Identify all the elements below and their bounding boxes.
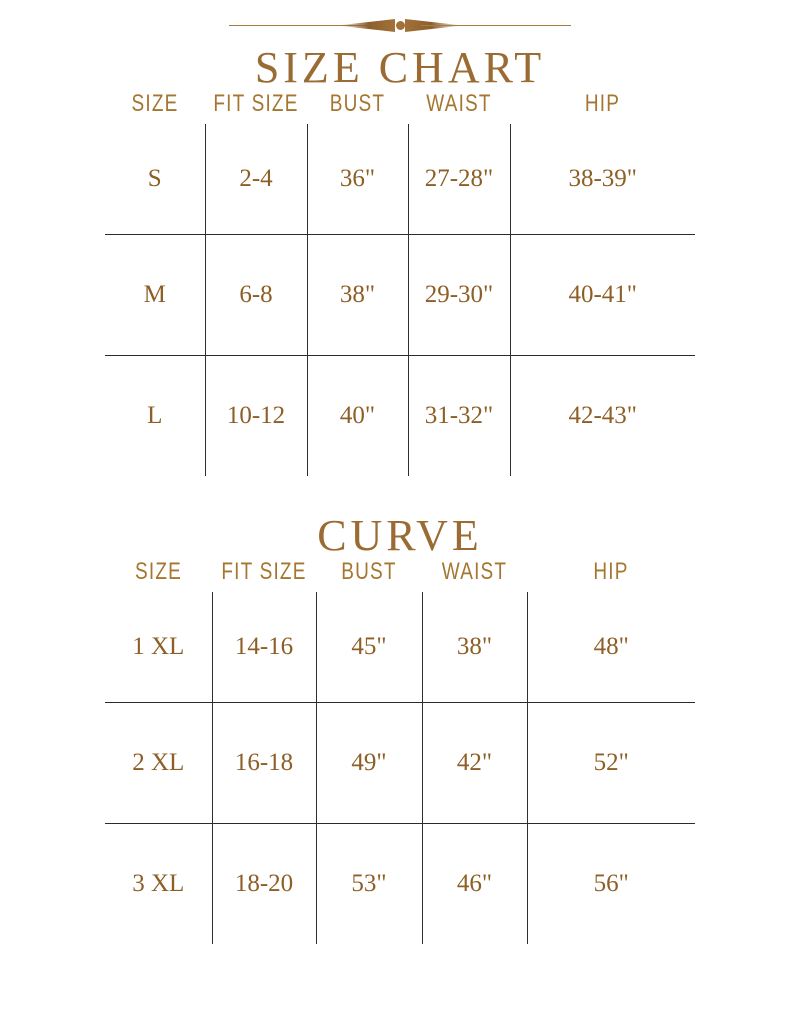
ornament-rule-left bbox=[229, 25, 379, 27]
cell-hip: 38-39" bbox=[509, 124, 695, 235]
cell-fit-size: 18-20 bbox=[211, 823, 316, 944]
cell-hip: 48" bbox=[526, 592, 695, 703]
table-row: L 10-12 40" 31-32" 42-43" bbox=[105, 355, 695, 476]
table-row: 2 XL 16-18 49" 42" 52" bbox=[105, 702, 695, 824]
cell-bust: 49" bbox=[315, 702, 422, 824]
cell-bust: 45" bbox=[315, 592, 422, 703]
column-header-waist: WAIST bbox=[441, 558, 508, 585]
curve-title: CURVE bbox=[317, 511, 483, 560]
cell-size: 2 XL bbox=[105, 702, 212, 824]
column-header-hip: HIP bbox=[593, 558, 629, 585]
ornament-rule-right bbox=[421, 25, 571, 27]
column-header-fit-size: FIT SIZE bbox=[213, 90, 299, 117]
column-header-waist: WAIST bbox=[426, 90, 492, 117]
cell-bust: 53" bbox=[315, 823, 422, 944]
curve-table: SIZE FIT SIZE BUST WAIST HIP 1 XL 14-16 … bbox=[105, 558, 695, 944]
cell-size: 3 XL bbox=[105, 823, 212, 944]
cell-hip: 52" bbox=[526, 702, 695, 824]
cell-bust: 38" bbox=[306, 234, 408, 356]
column-header-size: SIZE bbox=[134, 558, 183, 585]
cell-bust: 40" bbox=[306, 355, 408, 476]
cell-waist: 31-32" bbox=[407, 355, 510, 476]
cell-waist: 29-30" bbox=[407, 234, 510, 356]
cell-fit-size: 6-8 bbox=[204, 234, 307, 356]
cell-fit-size: 16-18 bbox=[211, 702, 316, 824]
cell-hip: 42-43" bbox=[509, 355, 695, 476]
cell-size: L bbox=[105, 355, 205, 476]
table-row: S 2-4 36" 27-28" 38-39" bbox=[105, 124, 695, 235]
cell-hip: 40-41" bbox=[509, 234, 695, 356]
cell-hip: 56" bbox=[526, 823, 695, 944]
cell-fit-size: 10-12 bbox=[204, 355, 307, 476]
table-row: 3 XL 18-20 53" 46" 56" bbox=[105, 823, 695, 944]
section-spacer bbox=[0, 476, 800, 514]
cell-fit-size: 14-16 bbox=[211, 592, 316, 703]
cell-fit-size: 2-4 bbox=[204, 124, 307, 235]
size-chart-page: SIZE CHART SIZE FIT SIZE BUST WAIST HIP … bbox=[0, 14, 800, 1014]
curve-table-block: SIZE FIT SIZE BUST WAIST HIP 1 XL 14-16 … bbox=[105, 558, 695, 944]
column-header-size: SIZE bbox=[131, 90, 179, 117]
size-chart-title: SIZE CHART bbox=[254, 43, 546, 92]
decorative-divider-ornament bbox=[229, 14, 571, 38]
cell-waist: 42" bbox=[421, 702, 527, 824]
column-header-bust: BUST bbox=[329, 90, 386, 117]
cell-waist: 46" bbox=[421, 823, 527, 944]
table-row: 1 XL 14-16 45" 38" 48" bbox=[105, 592, 695, 703]
table-header-row: SIZE FIT SIZE BUST WAIST HIP bbox=[105, 90, 695, 124]
cell-size: S bbox=[147, 165, 162, 192]
cell-bust: 36" bbox=[306, 124, 408, 235]
cell-size: M bbox=[105, 234, 205, 356]
table-header-row: SIZE FIT SIZE BUST WAIST HIP bbox=[105, 558, 695, 592]
cell-waist: 27-28" bbox=[407, 124, 510, 235]
size-chart-table: SIZE FIT SIZE BUST WAIST HIP S 2-4 36" 2… bbox=[105, 90, 695, 476]
size-chart-table-block: SIZE FIT SIZE BUST WAIST HIP S 2-4 36" 2… bbox=[105, 90, 695, 476]
cell-waist: 38" bbox=[421, 592, 527, 703]
ornament-lens-left bbox=[337, 19, 395, 32]
cell-size: 1 XL bbox=[132, 633, 185, 660]
table-row: M 6-8 38" 29-30" 40-41" bbox=[105, 234, 695, 356]
column-header-fit-size: FIT SIZE bbox=[221, 558, 307, 585]
column-header-bust: BUST bbox=[341, 558, 397, 585]
ornament-center-dot bbox=[396, 21, 405, 30]
column-header-hip: HIP bbox=[584, 90, 621, 117]
